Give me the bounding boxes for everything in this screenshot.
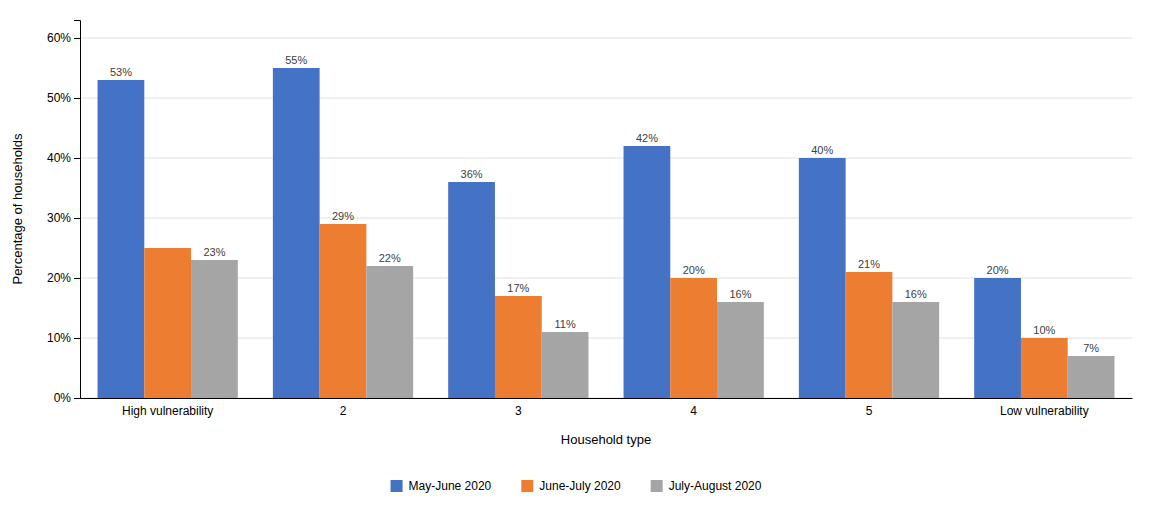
x-tick: 4 [690, 404, 697, 418]
y-tick-mark [74, 98, 80, 99]
x-tick-label: 4 [690, 404, 697, 418]
x-tick-label: Low vulnerability [1000, 404, 1089, 418]
data-label: 20% [987, 264, 1009, 276]
y-tick-mark [74, 338, 80, 339]
data-label: 40% [811, 144, 833, 156]
y-tick: 60% [47, 31, 80, 45]
x-tick: 2 [340, 404, 347, 418]
bar-series [98, 68, 1021, 398]
legend-label: July-August 2020 [669, 479, 762, 493]
x-tick-label: 5 [866, 404, 873, 418]
y-tick: 0% [54, 391, 80, 405]
data-label: 55% [285, 54, 307, 66]
bar [144, 248, 191, 398]
bar [366, 266, 413, 398]
legend-item: July-August 2020 [651, 479, 762, 493]
grid-line [80, 98, 1132, 99]
y-tick-mark [74, 398, 80, 399]
legend-item: May-June 2020 [391, 479, 492, 493]
x-axis-title: Household type [561, 432, 651, 447]
legend-label: June-July 2020 [539, 479, 621, 493]
y-tick-mark [74, 38, 80, 39]
bar [191, 260, 238, 398]
data-label: 10% [1033, 324, 1055, 336]
y-tick-label: 0% [54, 391, 72, 405]
data-label: 20% [683, 264, 705, 276]
bar [448, 182, 495, 398]
bar [670, 278, 717, 398]
y-tick-mark [74, 158, 80, 159]
y-tick-label: 50% [47, 91, 71, 105]
bar [542, 332, 589, 398]
grid-line [80, 158, 1132, 159]
x-tick: High vulnerability [122, 404, 213, 418]
y-tick-label: 20% [47, 271, 71, 285]
y-axis-line [74, 21, 81, 399]
bar [974, 278, 1021, 398]
grid-line [80, 218, 1132, 219]
bars [98, 68, 1115, 398]
x-tick: 3 [515, 404, 522, 418]
data-label: 22% [379, 252, 401, 264]
y-tick: 10% [47, 331, 80, 345]
grid [80, 38, 1132, 398]
chart: 53%55%36%42%40%20%29%17%20%21%10%23%22%1… [0, 0, 1152, 508]
bar [273, 68, 320, 398]
legend-swatch [391, 480, 403, 492]
x-tick: Low vulnerability [1000, 404, 1089, 418]
legend-swatch [651, 480, 663, 492]
legend-item: June-July 2020 [521, 479, 621, 493]
y-axis: 0% 10% 20% 30% 40% 50% 60% [47, 21, 81, 406]
x-axis: High vulnerability 2 3 4 5 Low vulnerability [81, 399, 1133, 418]
data-label: 29% [332, 210, 354, 222]
x-tick: 5 [866, 404, 873, 418]
y-tick-label: 30% [47, 211, 71, 225]
data-label: 42% [636, 132, 658, 144]
y-tick: 40% [47, 151, 80, 165]
data-label: 17% [507, 282, 529, 294]
bar [1021, 338, 1068, 398]
y-tick: 20% [47, 271, 80, 285]
y-axis-title: Percentage of households [10, 133, 25, 285]
bar [624, 146, 671, 398]
legend-swatch [521, 480, 533, 492]
legend-label: May-June 2020 [409, 479, 492, 493]
bar [1068, 356, 1115, 398]
data-label: 21% [858, 258, 880, 270]
data-label: 11% [554, 318, 575, 330]
data-label: 53% [110, 66, 132, 78]
bar [892, 302, 939, 398]
y-tick-mark [74, 218, 80, 219]
y-tick: 30% [47, 211, 80, 225]
bar-series [144, 224, 1067, 398]
data-label: 16% [729, 288, 751, 300]
grid-line [80, 38, 1132, 39]
plot: 53%55%36%42%40%20%29%17%20%21%10%23%22%1… [10, 21, 1133, 448]
bar [799, 158, 846, 398]
y-tick-mark [74, 278, 80, 279]
bar [717, 302, 764, 398]
data-labels: 53% 55% 36% 42% 40% 20% 29% 17% 20% 21% 10% 23% 22% 1… [110, 54, 1099, 354]
data-label: 7% [1083, 342, 1099, 354]
bar [846, 272, 893, 398]
y-tick-label: 10% [47, 331, 71, 345]
bar [320, 224, 367, 398]
y-tick: 50% [47, 91, 80, 105]
data-label: 16% [905, 288, 927, 300]
bar [495, 296, 542, 398]
x-tick-label: 3 [515, 404, 522, 418]
x-axis-line [81, 398, 1133, 399]
x-tick-label: 2 [340, 404, 347, 418]
bar-series [191, 260, 1114, 398]
bar [98, 80, 145, 398]
y-tick-label: 60% [47, 31, 71, 45]
legend: May-June 2020 June-July 2020 July-August 2… [391, 479, 762, 493]
x-tick-label: High vulnerability [122, 404, 213, 418]
data-label: 36% [461, 168, 483, 180]
data-label: 23% [203, 246, 225, 258]
y-tick-label: 40% [47, 151, 71, 165]
